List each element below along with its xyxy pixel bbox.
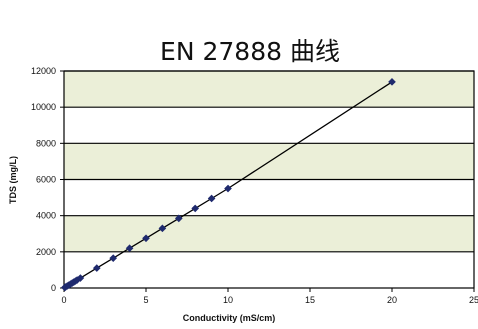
x-tick-labels: 0 5 10 15 20 25 [61, 295, 478, 305]
data-point-diamond [92, 264, 101, 272]
y-tick-label: 4000 [36, 211, 56, 221]
data-point-diamond [388, 78, 396, 86]
data-point-diamond [191, 204, 200, 213]
data-point-diamond [76, 274, 85, 282]
data-point-diamond [174, 214, 183, 223]
data-point-diamond [207, 194, 216, 203]
y-tick-labels: 0 2000 4000 6000 8000 10000 12000 [31, 66, 56, 293]
data-point-diamond [109, 254, 118, 262]
y-tick-label: 6000 [36, 175, 56, 185]
x-tick-label: 25 [469, 295, 478, 305]
x-tick-label: 10 [223, 295, 233, 305]
plot-band [64, 107, 474, 144]
plot-band [64, 215, 474, 252]
plot-band [64, 251, 474, 288]
plot-area-bands [64, 71, 474, 288]
chart-title: EN 27888 曲线 [160, 37, 340, 66]
plot-band [64, 71, 474, 108]
y-tick-label: 12000 [31, 66, 56, 76]
x-tick-label: 0 [61, 295, 66, 305]
series-layer [60, 78, 396, 292]
plot-frame [63, 70, 475, 289]
data-point-diamond [125, 244, 134, 253]
y-tick-label: 8000 [36, 138, 56, 148]
x-axis-label: Conductivity (mS/cm) [183, 313, 276, 323]
data-point-diamond [224, 184, 232, 193]
y-tick-label: 2000 [36, 247, 56, 257]
x-tick-label: 5 [143, 295, 148, 305]
y-tick-label: 10000 [31, 102, 56, 112]
data-point-diamond [142, 234, 150, 243]
data-point-diamond [158, 224, 167, 233]
x-tick-label: 15 [305, 295, 315, 305]
x-tick-label: 20 [387, 295, 397, 305]
y-axis-label: TDS (mg/L) [8, 156, 18, 204]
plot-band [64, 179, 474, 216]
y-tick-label: 0 [51, 283, 56, 293]
